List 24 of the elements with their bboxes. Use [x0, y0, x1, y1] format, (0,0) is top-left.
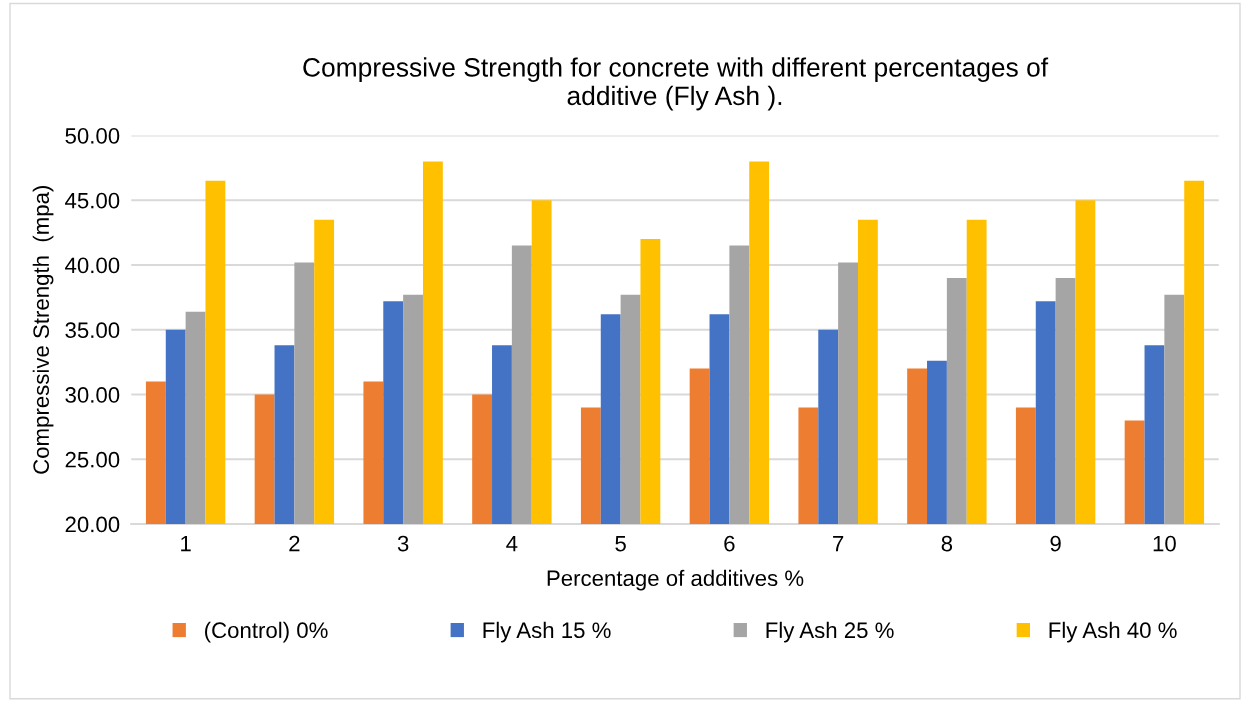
x-tick-label: 5: [615, 535, 626, 552]
legend-label: Fly Ash 25 %: [766, 621, 894, 643]
x-tick-label: 3: [397, 535, 409, 552]
y-tick-label: 35.00: [65, 322, 120, 339]
x-tick-label: 8: [941, 535, 953, 552]
y-tick-label: 40.00: [65, 257, 120, 274]
y-tick-label: 50.00: [65, 128, 120, 144]
x-tick-label: 2: [289, 535, 300, 552]
y-tick-label: 30.00: [65, 387, 120, 403]
y-tick-label: 25.00: [65, 451, 120, 468]
x-tick-label: 4: [506, 535, 518, 552]
legend-label: Fly Ash 15 %: [483, 621, 611, 643]
x-tick-label: 10: [1153, 535, 1176, 552]
legend-label: Fly Ash 40 %: [1049, 621, 1177, 643]
x-tick-label: 7: [833, 535, 844, 552]
chart-title: Compressive Strength for concrete with different percentages of additive (Fly Ash ).: [303, 57, 1049, 111]
x-tick-label: 6: [724, 535, 735, 552]
legend-label: (Control) 0%: [205, 621, 328, 643]
y-axis-title: Compressive Strength (mpa): [32, 186, 54, 474]
y-tick-label: 45.00: [65, 192, 120, 209]
x-tick-label: 1: [181, 535, 191, 552]
x-axis-title: Percentage of additives %: [547, 569, 804, 591]
y-tick-label: 20.00: [65, 516, 120, 533]
x-tick-label: 9: [1050, 535, 1061, 552]
